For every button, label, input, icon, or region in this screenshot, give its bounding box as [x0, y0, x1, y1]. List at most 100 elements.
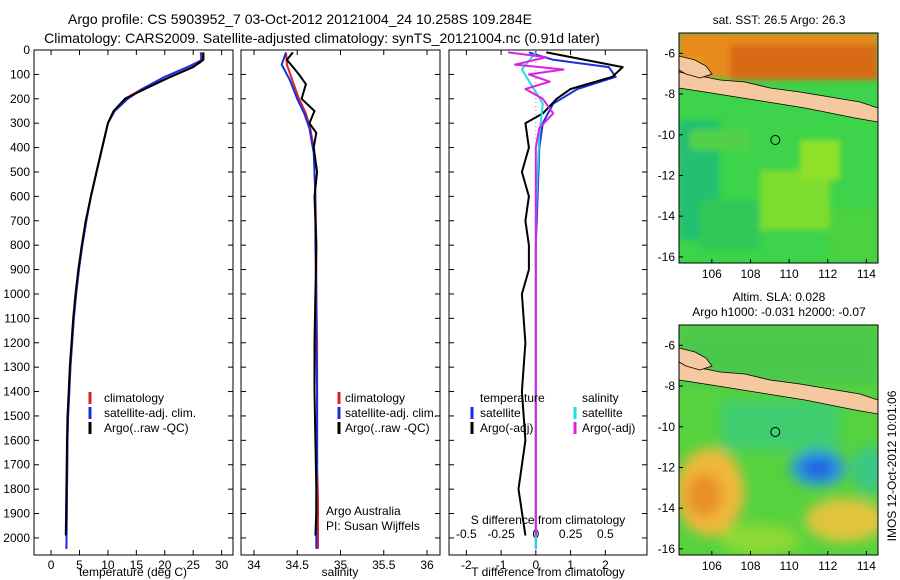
- map-y-tick-label: -14: [658, 209, 676, 223]
- y-tick-label: 2000: [3, 531, 30, 545]
- header-line2: Climatology: CARS2009. Satellite-adjuste…: [44, 30, 600, 46]
- x-tick-label: 30: [215, 558, 229, 572]
- salinity-legend: climatology satellite-adj. clim. Argo(..…: [337, 391, 437, 435]
- temperature-xlabel: temperature (deg C): [79, 565, 187, 579]
- map-x-tick-label: 112: [818, 267, 837, 281]
- temperature-legend: climatology satellite-adj. clim. Argo(..…: [88, 391, 196, 435]
- map-y-tick-label: -10: [658, 420, 676, 434]
- series-line-t-satellite: [528, 51, 617, 549]
- x-tick-label: 20: [158, 558, 172, 572]
- difference-legend: temperature satellite Argo(-adj) salinit…: [470, 391, 635, 435]
- series-line-climatology: [65, 52, 203, 549]
- y-tick-label: 800: [10, 238, 30, 252]
- map-x-tick-label: 108: [740, 559, 760, 573]
- legend-title-temperature: temperature: [480, 391, 545, 405]
- y-tick-label: 1700: [3, 458, 30, 472]
- x-tick-label: 5: [76, 558, 83, 572]
- map-y-tick-label: -6: [664, 338, 675, 352]
- map-x-tick-label: 106: [702, 267, 722, 281]
- x-tick-label-secondary: 0.25: [559, 527, 583, 541]
- x-tick-label: 1: [567, 558, 574, 572]
- map-x-tick-label: 110: [780, 559, 799, 573]
- legend-label: satellite-adj. clim.: [104, 406, 196, 420]
- y-tick-label: 600: [10, 189, 30, 203]
- x-tick-label: 36: [420, 558, 434, 572]
- x-tick-label: 0: [532, 558, 539, 572]
- legend-label: satellite-adj. clim.: [345, 406, 437, 420]
- legend-label: Argo(..raw -QC): [345, 421, 430, 435]
- legend-title-salinity: salinity: [582, 391, 619, 405]
- header-line1: Argo profile: CS 5903952_7 03-Oct-2012 2…: [68, 11, 532, 27]
- y-tick-label: 200: [10, 92, 30, 106]
- legend-label: satellite: [480, 406, 521, 420]
- legend-label: climatology: [345, 391, 405, 405]
- y-tick-label: 1500: [3, 409, 30, 423]
- y-tick-label: 1900: [3, 507, 30, 521]
- temperature-panel-frame: [33, 49, 234, 556]
- sla-map-frame: [678, 324, 879, 556]
- map-y-tick-label: -8: [664, 87, 675, 101]
- x-tick-label: 2: [602, 558, 609, 572]
- x-tick-label: 34.5: [286, 558, 310, 572]
- salinity-xlabel: salinity: [322, 565, 359, 579]
- salinity-panel-frame: [240, 49, 441, 556]
- y-tick-label: 1300: [3, 360, 30, 374]
- y-tick-label: 1200: [3, 336, 30, 350]
- imos-stamp: IMOS 12-Oct-2012 10:01:06: [885, 390, 899, 541]
- map-y-tick-label: -14: [658, 501, 676, 515]
- x-tick-label: 35: [334, 558, 348, 572]
- y-tick-label: 1800: [3, 482, 30, 496]
- pi-note: PI: Susan Wijffels: [326, 519, 420, 533]
- map-y-tick-label: -16: [658, 542, 676, 556]
- map-x-tick-label: 108: [740, 267, 760, 281]
- sst-map-title: sat. SST: 26.5 Argo: 26.3: [713, 13, 846, 27]
- series: [64, 51, 624, 549]
- sst-map-frame: [678, 32, 879, 264]
- sla-map-title: Altim. SLA: 0.028: [733, 290, 826, 304]
- series-line-argo-raw-qc-: [285, 51, 319, 536]
- argo-position-marker: [770, 135, 781, 145]
- sst-map-field: [679, 33, 878, 263]
- legend-label: Argo(-adj): [480, 421, 533, 435]
- map-y-tick-label: -8: [664, 379, 675, 393]
- y-tick-label: 1100: [4, 311, 30, 325]
- difference-panel-frame: [448, 49, 648, 556]
- map-y-tick-label: -12: [658, 168, 676, 182]
- y-tick-label: 400: [10, 141, 30, 155]
- map-x-tick-label: 106: [702, 559, 722, 573]
- map-axes: 106 108 110 112 114 -6 -8 -10 -12 -14 -16 106 108 110…: [658, 46, 877, 573]
- series-line-argo-raw-qc-: [64, 52, 205, 536]
- x-tick-label-secondary: 0.5: [597, 527, 614, 541]
- argo-australia-note: Argo Australia: [326, 504, 401, 518]
- x-tick-label: -1: [496, 558, 507, 572]
- map-y-tick-label: -12: [658, 460, 676, 474]
- map-x-tick-label: 114: [857, 267, 876, 281]
- x-tick-label-secondary: -0.25: [487, 527, 515, 541]
- x-tick-label: 10: [101, 558, 115, 572]
- argo-position-marker: [770, 427, 781, 437]
- map-x-tick-label: 114: [857, 559, 876, 573]
- map-x-tick-label: 112: [818, 559, 837, 573]
- y-tick-label: 1600: [3, 433, 30, 447]
- y-tick-label: 900: [10, 263, 30, 277]
- series-line-s-argo-adj-: [507, 51, 565, 536]
- y-tick-label: 1400: [3, 385, 30, 399]
- map-y-tick-label: -6: [664, 46, 675, 60]
- legend-label: satellite: [582, 406, 623, 420]
- difference-xlabel: T difference from climatology: [471, 565, 625, 579]
- legend-label: Argo(-adj): [582, 421, 635, 435]
- map-x-tick-label: 110: [780, 267, 799, 281]
- x-tick-label: 25: [187, 558, 201, 572]
- y-tick-label: 500: [10, 165, 30, 179]
- series-line-t-argo-adj-: [517, 51, 624, 536]
- y-tick-label: 0: [23, 43, 30, 57]
- difference-xlabel-top: S difference from climatology: [471, 513, 626, 527]
- x-tick-label: -2: [461, 558, 472, 572]
- x-tick-label: 35.5: [372, 558, 396, 572]
- series-line-satellite-adj-clim-: [65, 52, 204, 549]
- x-tick-label-secondary: -0.5: [456, 527, 477, 541]
- x-tick-label: 0: [48, 558, 55, 572]
- sla-map-subtitle: Argo h1000: -0.031 h2000: -0.07: [692, 305, 866, 319]
- y-tick-label: 100: [10, 67, 30, 81]
